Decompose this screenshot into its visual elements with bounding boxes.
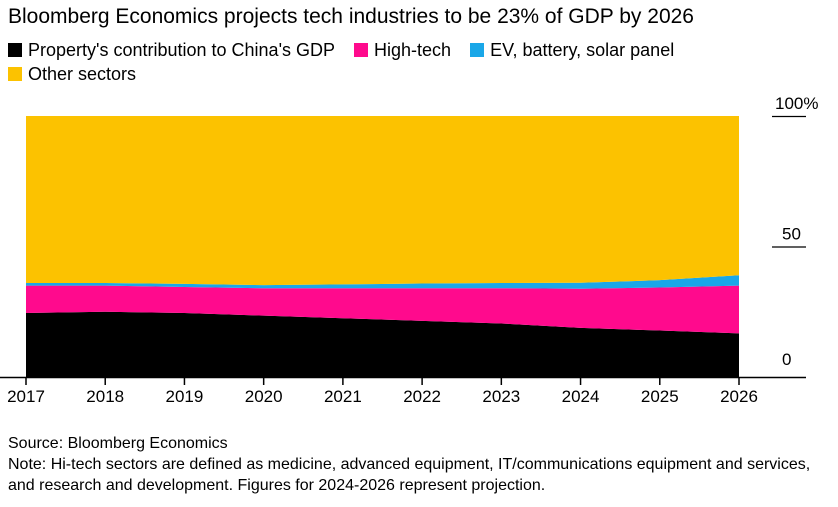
area-series-ev [26, 275, 739, 289]
legend-item-property: Property's contribution to China's GDP [8, 38, 335, 62]
x-tick-label: 2017 [7, 387, 45, 406]
legend: Property's contribution to China's GDP H… [8, 38, 828, 86]
x-tick-label: 2022 [403, 387, 441, 406]
x-tick-label: 2026 [720, 387, 758, 406]
legend-swatch-hightech [354, 43, 369, 57]
y-tick-label: 100% [775, 94, 818, 113]
note-text: Note: Hi-tech sectors are defined as med… [8, 456, 811, 494]
legend-swatch-property [8, 43, 22, 57]
x-tick-label: 2025 [641, 387, 679, 406]
x-tick-label: 2024 [562, 387, 600, 406]
legend-row-2: Other sectors [8, 62, 828, 86]
legend-item-other: Other sectors [8, 62, 136, 86]
legend-label-other: Other sectors [28, 64, 137, 84]
area-series-hightech [26, 285, 739, 334]
x-tick-label: 2023 [482, 387, 520, 406]
chart-title: Bloomberg Economics projects tech indust… [8, 5, 694, 28]
legend-label-property: Property's contribution to China's GDP [28, 40, 336, 60]
legend-item-hightech: High-tech [354, 38, 451, 62]
x-tick-label: 2021 [324, 387, 362, 406]
x-tick-label: 2019 [166, 387, 204, 406]
area-series-other [26, 116, 739, 286]
legend-label-ev: EV, battery, solar panel [490, 40, 675, 60]
legend-row-1: Property's contribution to China's GDP H… [8, 38, 828, 62]
legend-swatch-other [8, 67, 22, 81]
y-tick-label: 50 [782, 225, 801, 244]
legend-swatch-ev [470, 43, 485, 57]
x-tick-label: 2020 [245, 387, 283, 406]
area-series-property [26, 311, 739, 377]
legend-item-ev: EV, battery, solar panel [470, 38, 674, 62]
source-text: Source: Bloomberg Economics [8, 435, 228, 452]
x-tick-label: 2018 [86, 387, 124, 406]
stacked-area-chart: 2017 2018 2019 2020 2021 2022 2023 2024 2025 2026… [0, 94, 818, 406]
y-tick-label: 0 [782, 350, 791, 369]
legend-label-hightech: High-tech [374, 40, 452, 60]
